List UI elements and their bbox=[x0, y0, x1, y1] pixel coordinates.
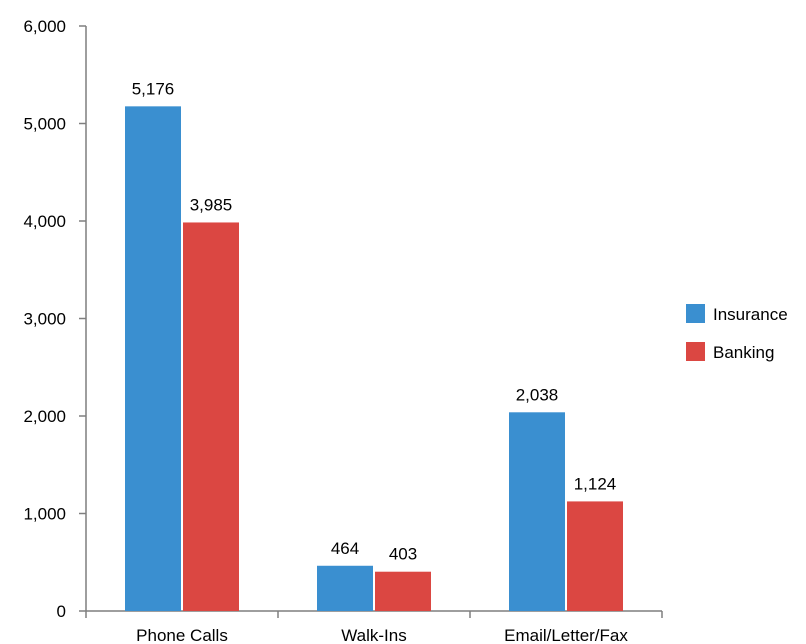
legend-label-insurance: Insurance bbox=[713, 305, 788, 324]
data-label: 403 bbox=[389, 545, 417, 564]
bar-insurance-1 bbox=[125, 106, 181, 611]
y-tick-label: 3,000 bbox=[23, 310, 66, 329]
bar-insurance-3 bbox=[509, 412, 565, 611]
category-label: Phone Calls bbox=[136, 626, 228, 644]
data-labels-group: 5,176 3,985 464 403 2,038 1,124 bbox=[132, 79, 617, 563]
legend-label-banking: Banking bbox=[713, 343, 774, 362]
category-label: Walk-Ins bbox=[341, 626, 407, 644]
data-label: 3,985 bbox=[190, 195, 233, 214]
y-tick-label: 4,000 bbox=[23, 212, 66, 231]
category-labels-group: Phone Calls Walk-Ins Email/Letter/Fax bbox=[136, 626, 628, 644]
y-tick-label: 6,000 bbox=[23, 17, 66, 36]
bar-banking-2 bbox=[375, 571, 431, 611]
x-axis-ticks bbox=[85, 611, 663, 618]
bar-insurance-2 bbox=[317, 565, 373, 611]
bar-banking-3 bbox=[567, 501, 623, 611]
legend-swatch-banking bbox=[686, 342, 705, 361]
data-label: 5,176 bbox=[132, 79, 175, 98]
bar-banking-1 bbox=[183, 222, 239, 611]
data-label: 2,038 bbox=[516, 385, 559, 404]
y-tick-label: 0 bbox=[57, 602, 66, 621]
data-label: 1,124 bbox=[574, 474, 617, 493]
y-tick-label: 2,000 bbox=[23, 407, 66, 426]
legend-swatch-insurance bbox=[686, 304, 705, 323]
y-axis-ticks: 0 1,000 2,000 3,000 4,000 5,000 6,000 bbox=[23, 17, 86, 621]
data-label: 464 bbox=[331, 539, 359, 558]
legend: Insurance Banking bbox=[686, 304, 788, 362]
y-tick-label: 5,000 bbox=[23, 115, 66, 134]
y-tick-label: 1,000 bbox=[23, 505, 66, 524]
bars-group bbox=[125, 106, 623, 611]
category-label: Email/Letter/Fax bbox=[504, 626, 628, 644]
